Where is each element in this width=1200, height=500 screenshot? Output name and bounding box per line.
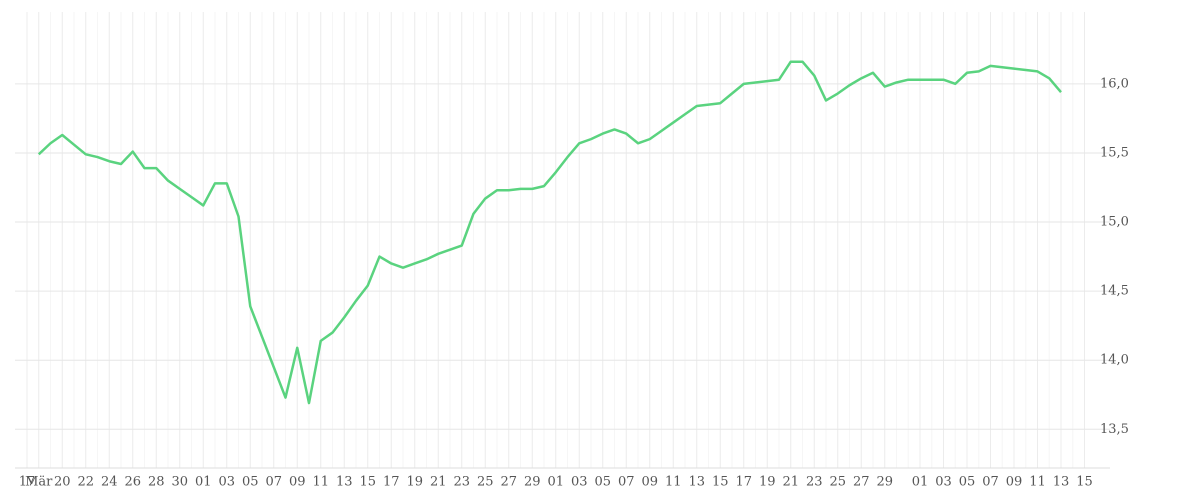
- x-tick-label: 24: [101, 475, 118, 490]
- y-tick-label: 15,0: [1100, 215, 1129, 230]
- y-tick-label: 13,5: [1100, 422, 1129, 437]
- x-tick-label: 17: [735, 475, 752, 490]
- x-tick-label: 03: [218, 475, 235, 490]
- x-tick-label: 23: [453, 475, 470, 490]
- x-tick-label: 17: [383, 475, 400, 490]
- x-tick-label: 11: [665, 475, 682, 490]
- x-tick-label: 05: [959, 475, 976, 490]
- x-tick-label: 21: [430, 475, 447, 490]
- price-line: [37, 60, 1062, 405]
- x-tick-label: 13: [1053, 475, 1070, 490]
- x-tick-label: 29: [876, 475, 893, 490]
- y-tick-label: 14,0: [1100, 353, 1129, 368]
- x-tick-label: 07: [618, 475, 635, 490]
- x-tick-label: Mär: [25, 475, 53, 490]
- x-tick-label: 09: [289, 475, 306, 490]
- x-tick-label: 13: [688, 475, 705, 490]
- x-tick-label: 28: [148, 475, 165, 490]
- x-tick-label: 03: [571, 475, 588, 490]
- x-tick-label: 19: [406, 475, 423, 490]
- x-tick-label: 25: [829, 475, 846, 490]
- x-tick-label: 27: [500, 475, 517, 490]
- x-tick-label: 15: [1076, 475, 1093, 490]
- x-tick-label: 05: [594, 475, 611, 490]
- x-tick-label: 19: [759, 475, 776, 490]
- x-tick-label: 21: [782, 475, 799, 490]
- x-tick-label: 26: [124, 475, 141, 490]
- x-tick-label: 01: [195, 475, 212, 490]
- x-tick-label: 07: [265, 475, 282, 490]
- y-tick-label: 15,5: [1100, 145, 1129, 160]
- x-tick-label: 22: [77, 475, 94, 490]
- x-tick-label: 01: [547, 475, 564, 490]
- x-tick-label: 09: [641, 475, 658, 490]
- x-tick-label: 01: [912, 475, 929, 490]
- y-tick-label: 14,5: [1100, 284, 1129, 299]
- x-tick-label: 05: [242, 475, 259, 490]
- x-tick-label: 20: [54, 475, 71, 490]
- x-tick-label: 15: [359, 475, 376, 490]
- y-tick-label: 16,0: [1100, 76, 1129, 91]
- x-tick-label: 23: [806, 475, 823, 490]
- x-tick-label: 17: [19, 475, 36, 490]
- x-tick-label: 30: [171, 475, 188, 490]
- x-tick-label: 03: [935, 475, 952, 490]
- x-tick-label: 07: [982, 475, 999, 490]
- x-tick-label: 15: [712, 475, 729, 490]
- x-tick-label: 27: [853, 475, 870, 490]
- x-tick-label: 13: [336, 475, 353, 490]
- x-tick-label: 11: [312, 475, 329, 490]
- x-tick-label: 25: [477, 475, 494, 490]
- x-tick-label: 11: [1029, 475, 1046, 490]
- x-tick-label: 29: [524, 475, 541, 490]
- x-tick-label: 09: [1006, 475, 1023, 490]
